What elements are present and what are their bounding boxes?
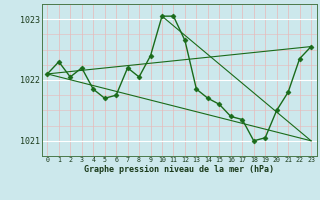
X-axis label: Graphe pression niveau de la mer (hPa): Graphe pression niveau de la mer (hPa) (84, 165, 274, 174)
